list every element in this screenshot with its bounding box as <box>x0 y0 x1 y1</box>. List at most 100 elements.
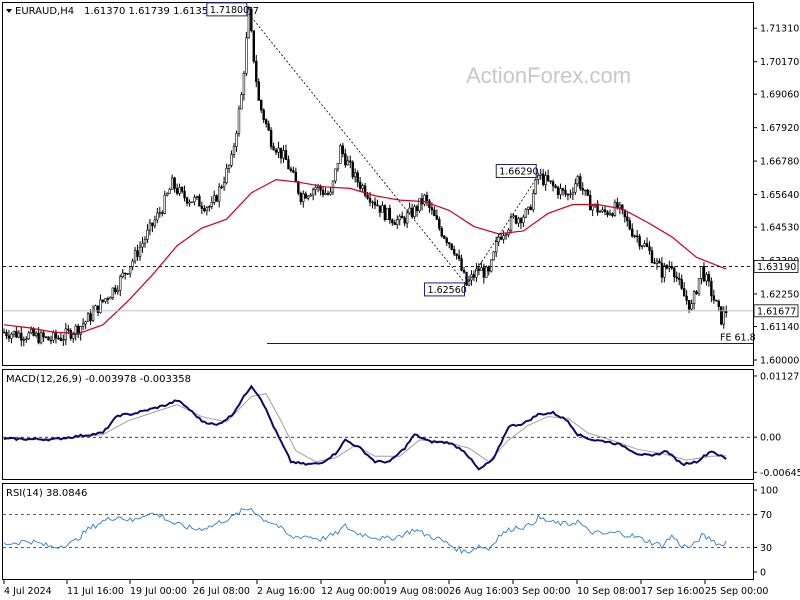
macd-tick-label: 0.011271 <box>760 371 800 382</box>
candle-body <box>163 194 166 214</box>
candle-body <box>705 274 708 282</box>
header: EURAUD,H4 1.61370 1.61739 1.61354 1.6167… <box>6 6 259 17</box>
candle-body <box>653 262 656 264</box>
candle-body <box>138 246 142 257</box>
candle-body <box>128 266 132 274</box>
candle-body <box>680 279 683 289</box>
candle-body <box>386 207 389 220</box>
candle-body <box>433 209 436 217</box>
macd-layer <box>3 384 753 471</box>
candle-body <box>47 336 50 341</box>
candle-body <box>391 219 394 224</box>
price-layer: FE 61.8 1.71800 1.66290 1.62560 <box>2 2 756 347</box>
candle-body <box>331 180 335 193</box>
candle-body <box>247 8 251 39</box>
candle-body <box>371 201 374 204</box>
candle-body <box>101 299 105 302</box>
time-tick-label: 11 Jul 16:00 <box>67 586 124 597</box>
candle-body <box>687 300 691 310</box>
candle-body <box>447 242 451 245</box>
candle-body <box>227 164 231 169</box>
candle-body <box>349 160 352 163</box>
candle-body <box>72 334 75 339</box>
candle-body <box>299 192 302 202</box>
candle-body <box>156 212 159 221</box>
candle-body <box>613 202 617 216</box>
candle-body <box>685 295 688 301</box>
candle-body <box>487 266 490 272</box>
candle-body <box>551 181 555 187</box>
price-tick-label: 1.65640 <box>760 190 799 201</box>
candle-body <box>452 249 456 255</box>
candle-body <box>569 193 572 196</box>
candle-body <box>34 332 38 336</box>
candle-body <box>2 331 6 334</box>
candle-body <box>579 176 582 189</box>
candle-body <box>282 150 285 159</box>
candle-body <box>700 266 703 279</box>
candle-body <box>91 310 95 321</box>
candle-body <box>200 205 204 209</box>
candle-body <box>581 188 584 191</box>
candle-body <box>566 193 570 196</box>
candle-body <box>195 196 199 198</box>
candle-body <box>415 206 419 212</box>
candle-body <box>598 211 602 213</box>
candle-body <box>304 193 307 199</box>
candle-body <box>294 171 298 182</box>
candle-body <box>443 235 446 239</box>
candle-body <box>146 229 149 240</box>
candle-body <box>148 222 152 231</box>
macd-line <box>3 384 727 471</box>
candle-body <box>158 212 162 214</box>
candle-body <box>12 330 16 335</box>
candle-body <box>111 287 115 298</box>
time-tick-label: 26 Aug 16:00 <box>449 586 513 597</box>
candle-body <box>485 266 488 278</box>
candle-body <box>166 193 169 196</box>
candle-body <box>460 258 463 271</box>
candle-body <box>136 250 139 257</box>
candle-body <box>405 212 409 224</box>
candle-body <box>52 332 55 341</box>
candle-body <box>99 299 102 314</box>
candle-body <box>532 193 535 210</box>
candle-body <box>512 215 515 218</box>
candle-body <box>514 215 518 224</box>
rsi-title: RSI(14) 38.0846 <box>6 488 87 499</box>
candle-body <box>59 337 63 341</box>
candle-body <box>185 197 189 204</box>
candle-body <box>346 160 349 166</box>
dropdown-triangle-icon[interactable] <box>6 9 12 13</box>
candle-body <box>618 204 622 209</box>
candle-body <box>361 185 364 189</box>
rsi-panel-frame <box>2 483 754 580</box>
candle-body <box>663 265 666 278</box>
candle-body <box>81 323 85 327</box>
candle-body <box>576 176 580 185</box>
candle-body <box>341 145 345 155</box>
candle-body <box>541 173 545 185</box>
candle-body <box>467 279 471 286</box>
candle-body <box>64 328 68 340</box>
candle-body <box>210 202 213 207</box>
candle-body <box>344 153 347 166</box>
candle-body <box>237 108 241 134</box>
candle-body <box>482 267 486 278</box>
candle-body <box>245 37 248 74</box>
time-tick-label: 4 Jul 2024 <box>4 586 52 597</box>
candle-body <box>524 209 528 218</box>
time-tick-label: 10 Sep 08:00 <box>577 586 640 597</box>
candle-body <box>596 203 599 213</box>
candle-body <box>707 274 711 282</box>
candle-body <box>601 209 604 212</box>
candle-body <box>57 337 60 340</box>
candle-body <box>381 205 384 213</box>
candle-body <box>480 267 483 271</box>
candle-body <box>287 159 290 170</box>
rsi-tick-label: 70 <box>760 510 772 521</box>
candle-body <box>490 259 493 272</box>
candle-body <box>170 177 174 190</box>
macd-axis: 0.011271 0.00 -0.006453 <box>753 371 800 479</box>
